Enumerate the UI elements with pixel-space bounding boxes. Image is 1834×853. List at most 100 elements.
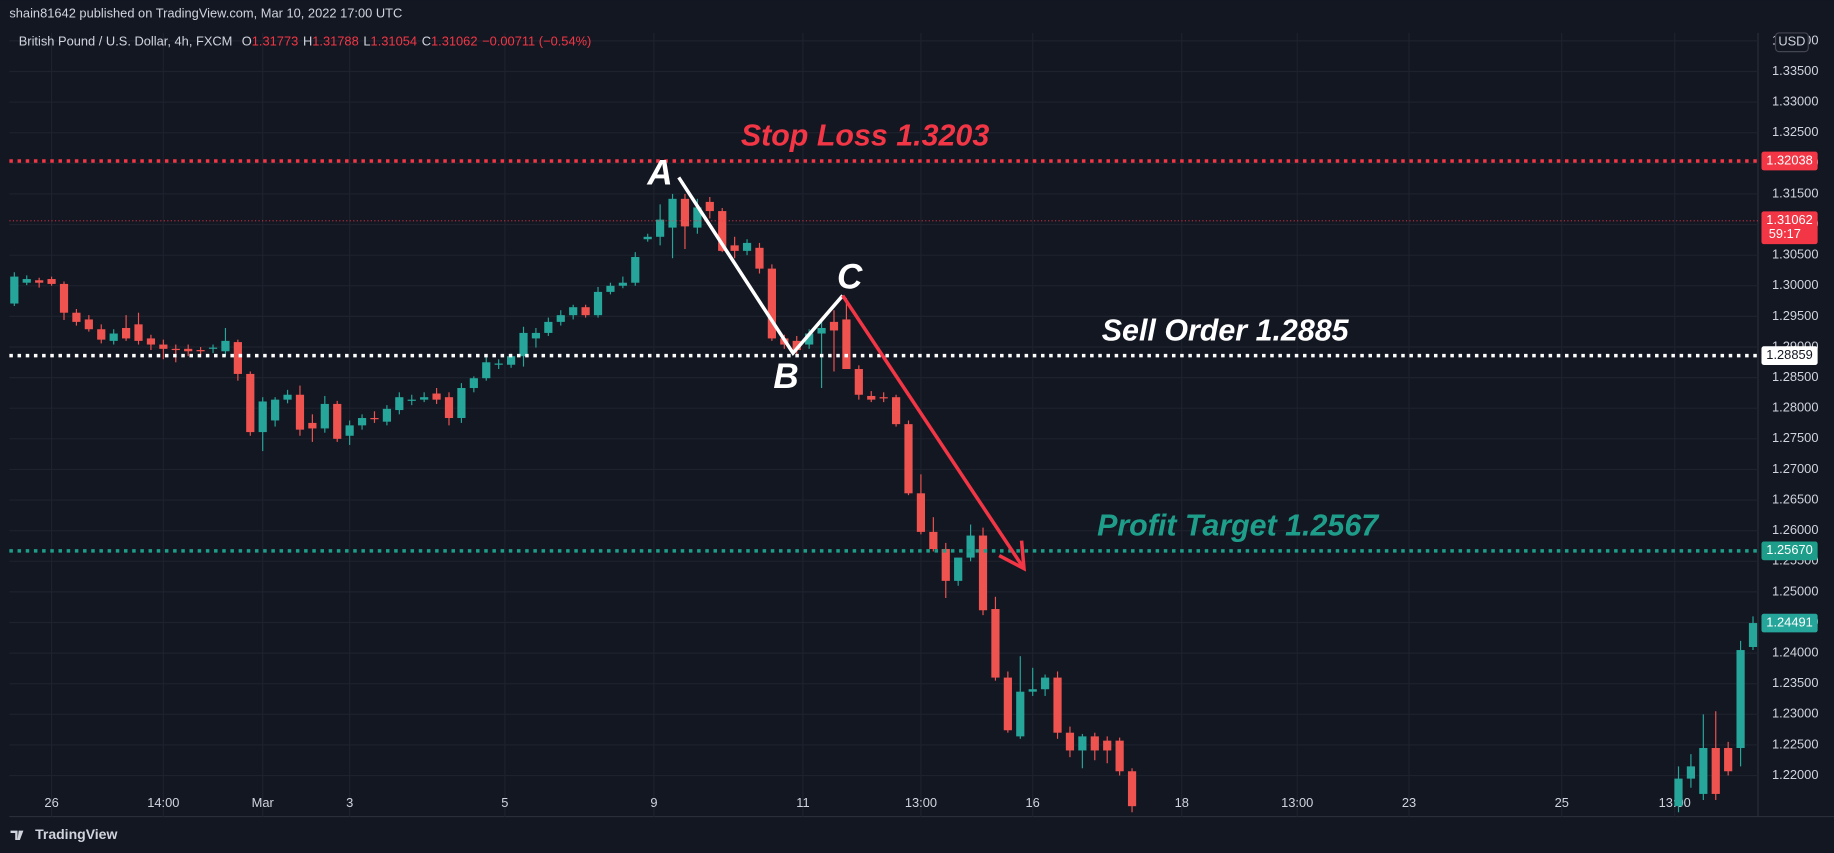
footer: TradingView xyxy=(35,826,117,842)
arrow-line xyxy=(841,294,1026,570)
level-label: Profit Target 1.2567 xyxy=(1097,509,1380,543)
price-tag xyxy=(1761,541,1818,561)
x-tick-label: 13:00 xyxy=(1281,795,1313,810)
candle-body xyxy=(59,283,69,313)
x-tick-label: 3 xyxy=(346,795,353,810)
candle-body xyxy=(109,333,118,341)
x-tick-label: 23 xyxy=(1402,795,1416,810)
x-tick-label: 5 xyxy=(501,795,508,810)
x-tick-label: 11 xyxy=(796,795,809,810)
legend-key: O xyxy=(242,34,252,49)
candle-body xyxy=(1065,732,1075,751)
candle-body xyxy=(1674,778,1683,807)
y-tick-label: 1.24000 xyxy=(1772,644,1818,659)
candle-body xyxy=(792,340,801,351)
candle-body xyxy=(357,418,367,426)
currency-box xyxy=(1774,32,1809,53)
y-tick-label: 1.23000 xyxy=(1772,706,1818,721)
candle-body xyxy=(1078,736,1087,751)
candle-body xyxy=(929,531,938,550)
legend-value: 1.31788 xyxy=(312,34,358,49)
candle-body xyxy=(246,373,255,433)
candle-body xyxy=(718,211,727,251)
legend-value: 1.31054 xyxy=(371,34,417,49)
legend: British Pound / U.S. Dollar, 4h, FXCM O1.… xyxy=(19,34,592,49)
candle-body xyxy=(1041,677,1050,690)
candle-body xyxy=(1028,689,1037,692)
candle-body xyxy=(1724,748,1733,772)
price-tag-label: 1.24491 xyxy=(1766,614,1812,629)
candle-body xyxy=(1115,740,1124,772)
candle-body xyxy=(10,276,19,304)
price-tag-label: 1.32038 xyxy=(1766,152,1812,167)
candle-body xyxy=(705,201,714,212)
price-tag xyxy=(1761,613,1818,633)
legend-value: 1.31062 xyxy=(431,34,477,49)
y-tick-label: 1.33000 xyxy=(1772,93,1818,108)
candle-body xyxy=(618,282,627,286)
candle-body xyxy=(171,348,180,351)
y-tick-label: 1.31500 xyxy=(1772,185,1818,200)
candle-body xyxy=(283,394,292,400)
candle-body xyxy=(271,399,280,421)
candle-body xyxy=(1686,766,1696,779)
y-tick-label: 1.30000 xyxy=(1772,277,1818,292)
y-tick-label: 1.32500 xyxy=(1772,124,1818,139)
candle-body xyxy=(842,319,851,370)
candle-body xyxy=(1003,677,1012,731)
header: shain81642 published on TradingView.com,… xyxy=(9,6,402,21)
y-tick-label: 1.26000 xyxy=(1772,522,1818,537)
candle-body xyxy=(978,535,988,611)
candle-body xyxy=(680,198,690,227)
pattern-label: C xyxy=(837,257,863,296)
y-tick-label: 1.33500 xyxy=(1772,63,1818,78)
pattern-label: B xyxy=(773,357,798,396)
x-tick-label: 14:00 xyxy=(147,795,179,810)
candle-body xyxy=(1699,748,1708,794)
candle-body xyxy=(84,319,93,330)
candle-body xyxy=(72,312,81,322)
candle-body xyxy=(196,350,205,352)
candle-body xyxy=(668,198,677,228)
candle-body xyxy=(1053,677,1062,733)
level-label: Stop Loss 1.3203 xyxy=(741,119,990,153)
candle-body xyxy=(1748,623,1758,647)
candle-body xyxy=(730,245,739,251)
candle-body xyxy=(407,399,416,401)
price-countdown: 59:17 xyxy=(1769,226,1801,241)
candle-body xyxy=(382,408,391,422)
candle-body xyxy=(569,307,578,316)
candle-body xyxy=(817,328,826,334)
y-tick-label: 1.25000 xyxy=(1772,583,1818,598)
x-tick-label: Mar xyxy=(252,795,275,810)
candle-body xyxy=(221,340,230,352)
x-tick-label: 13:00 xyxy=(905,795,937,810)
legend-key: H xyxy=(303,34,312,49)
x-tick-label: 26 xyxy=(44,795,58,810)
candle-body xyxy=(134,324,143,341)
y-tick-label: 1.23500 xyxy=(1772,675,1818,690)
candle-body xyxy=(1127,771,1137,807)
candle-body xyxy=(556,315,565,322)
candle-body xyxy=(47,279,56,284)
pattern-line xyxy=(677,176,845,357)
candle-body xyxy=(581,307,590,316)
candle-body xyxy=(506,356,516,365)
y-tick-label: 1.26500 xyxy=(1772,491,1818,506)
candle-body xyxy=(991,609,1000,678)
candle-body xyxy=(643,236,652,240)
x-tick-label: 18 xyxy=(1175,795,1189,810)
candle-body xyxy=(494,363,503,365)
candle-body xyxy=(891,397,901,425)
candle-body xyxy=(879,397,888,399)
price-tag xyxy=(1761,211,1818,245)
candle-body xyxy=(1103,740,1112,751)
candle-body xyxy=(606,285,615,292)
legend-key: C xyxy=(422,34,431,49)
candle-body xyxy=(482,362,491,379)
candle-body xyxy=(593,291,603,316)
candle-body xyxy=(519,332,528,357)
candle-body xyxy=(420,397,429,400)
legend-key: L xyxy=(363,34,370,49)
